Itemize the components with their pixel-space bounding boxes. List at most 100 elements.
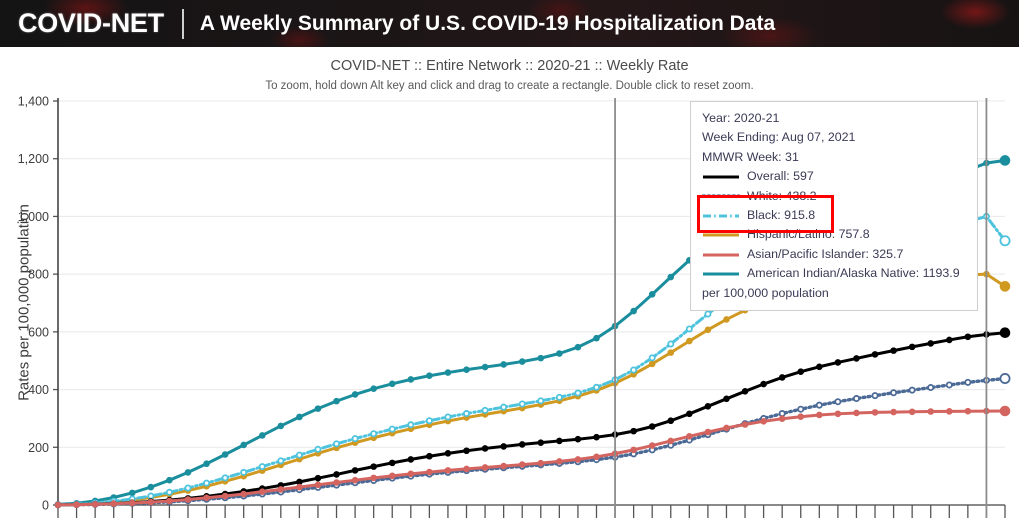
series-point[interactable]	[723, 316, 730, 323]
series-point[interactable]	[723, 395, 730, 403]
series-point[interactable]	[388, 459, 396, 467]
series-point[interactable]	[999, 235, 1011, 247]
series-point[interactable]	[667, 349, 675, 356]
series-point[interactable]	[816, 363, 823, 371]
series-point[interactable]	[481, 464, 489, 471]
series-point[interactable]	[686, 433, 693, 440]
series-point[interactable]	[388, 380, 396, 388]
series-point[interactable]	[73, 501, 80, 509]
series-point[interactable]	[184, 469, 192, 476]
line-chart[interactable]: 0 200 400 600 800 1,000 1,200 1,400	[0, 92, 1019, 522]
series-point[interactable]	[518, 358, 526, 365]
series-point[interactable]	[184, 484, 192, 492]
series-point[interactable]	[537, 354, 545, 362]
series-line[interactable]	[56, 409, 1007, 507]
series-point[interactable]	[908, 386, 916, 394]
series-point[interactable]	[593, 453, 600, 461]
series-point[interactable]	[760, 380, 767, 388]
series-point[interactable]	[537, 459, 545, 467]
series-point[interactable]	[333, 471, 340, 478]
series-point[interactable]	[556, 350, 563, 357]
series-point[interactable]	[296, 413, 303, 421]
series-point[interactable]	[999, 373, 1011, 385]
series-point[interactable]	[797, 368, 805, 375]
series-point[interactable]	[853, 409, 860, 417]
series-point[interactable]	[314, 474, 322, 482]
series-line[interactable]	[56, 331, 1007, 507]
series-point[interactable]	[630, 307, 637, 315]
series-point[interactable]	[778, 410, 786, 418]
series-point[interactable]	[463, 465, 470, 473]
series-point[interactable]	[147, 483, 155, 491]
series-point[interactable]	[407, 456, 415, 463]
series-point[interactable]	[574, 456, 582, 463]
series-point[interactable]	[388, 472, 396, 480]
series-point[interactable]	[667, 273, 675, 281]
series-point[interactable]	[500, 443, 507, 450]
series-point[interactable]	[91, 500, 99, 508]
series-point[interactable]	[648, 360, 656, 368]
series-point[interactable]	[221, 474, 229, 482]
series-point[interactable]	[518, 441, 526, 448]
series-point[interactable]	[964, 407, 972, 415]
series-point[interactable]	[686, 410, 693, 418]
series-point[interactable]	[481, 363, 489, 371]
series-point[interactable]	[481, 445, 489, 452]
series-point[interactable]	[370, 430, 378, 438]
series-line[interactable]	[56, 376, 1007, 507]
series-point[interactable]	[54, 501, 62, 509]
series-point[interactable]	[314, 481, 322, 489]
series-point[interactable]	[667, 437, 675, 445]
series-point[interactable]	[890, 408, 897, 416]
series-point[interactable]	[890, 389, 898, 397]
series-point[interactable]	[407, 470, 415, 478]
series-point[interactable]	[871, 351, 879, 358]
series-point[interactable]	[463, 447, 470, 455]
series-point[interactable]	[890, 347, 897, 354]
series-point[interactable]	[166, 497, 173, 505]
series-point[interactable]	[816, 411, 823, 419]
series-point[interactable]	[871, 409, 879, 416]
series-point[interactable]	[927, 408, 935, 415]
series-point[interactable]	[388, 425, 396, 433]
series-point[interactable]	[277, 457, 285, 465]
series-point[interactable]	[999, 155, 1011, 166]
series-point[interactable]	[741, 388, 749, 395]
series-point[interactable]	[147, 498, 155, 506]
series-point[interactable]	[908, 343, 916, 351]
series-point[interactable]	[945, 336, 953, 344]
series-point[interactable]	[593, 334, 600, 342]
series-point[interactable]	[704, 310, 712, 318]
series-point[interactable]	[370, 385, 377, 393]
series-point[interactable]	[834, 410, 842, 418]
series-point[interactable]	[834, 359, 842, 366]
series-point[interactable]	[165, 488, 173, 496]
series-point[interactable]	[630, 366, 638, 374]
series-point[interactable]	[184, 496, 192, 503]
series-point[interactable]	[592, 383, 600, 391]
series-point[interactable]	[797, 405, 805, 413]
series-point[interactable]	[258, 463, 266, 471]
series-point[interactable]	[685, 325, 693, 333]
series-point[interactable]	[964, 378, 972, 386]
series-point[interactable]	[370, 463, 377, 470]
series-point[interactable]	[648, 291, 656, 298]
series-point[interactable]	[277, 486, 285, 493]
series-point[interactable]	[240, 468, 248, 476]
series-point[interactable]	[815, 401, 823, 409]
series-point[interactable]	[407, 421, 415, 429]
series-point[interactable]	[500, 462, 507, 470]
series-point[interactable]	[370, 474, 377, 482]
series-point[interactable]	[481, 406, 489, 414]
series-point[interactable]	[351, 435, 359, 443]
series-point[interactable]	[667, 417, 675, 425]
series-point[interactable]	[333, 440, 341, 448]
series-point[interactable]	[426, 372, 433, 380]
series-point[interactable]	[500, 361, 507, 368]
series-point[interactable]	[444, 450, 452, 457]
series-point[interactable]	[834, 398, 842, 406]
series-point[interactable]	[518, 400, 526, 408]
series-point[interactable]	[296, 483, 303, 491]
series-point[interactable]	[463, 410, 471, 418]
series-point[interactable]	[221, 451, 229, 458]
